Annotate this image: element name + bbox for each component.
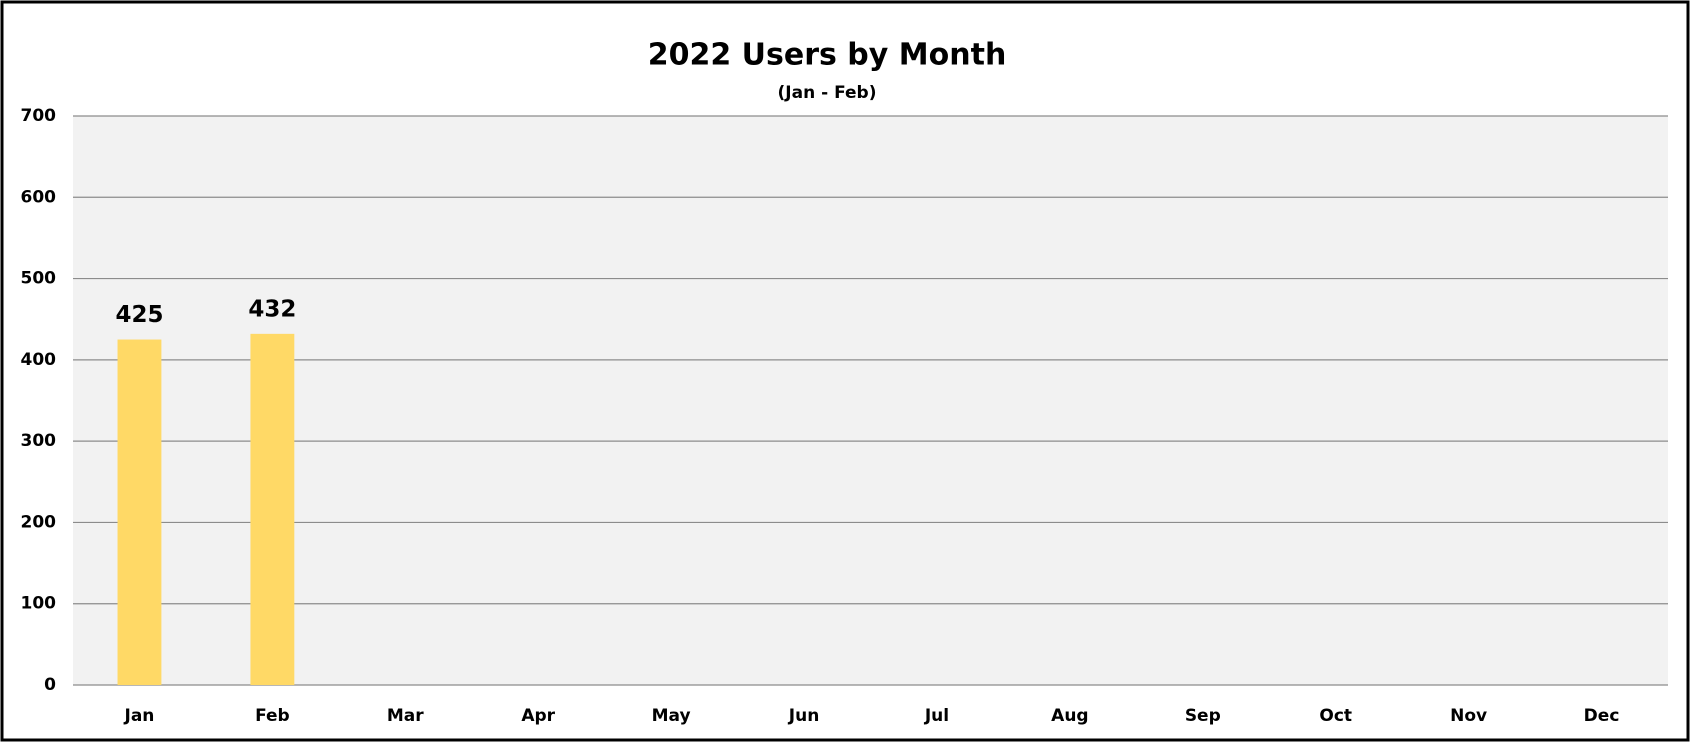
x-tick-label: Apr	[521, 706, 555, 726]
bar	[250, 333, 295, 685]
x-tick-label: May	[652, 706, 691, 726]
data-label: 432	[248, 296, 296, 322]
x-tick-label: Nov	[1450, 706, 1487, 726]
x-tick-label: Jan	[124, 706, 155, 726]
x-tick-label: Feb	[255, 706, 290, 726]
bar	[117, 339, 162, 685]
plot-area	[73, 116, 1668, 685]
x-tick-label: Dec	[1584, 706, 1620, 726]
x-tick-label: Jul	[924, 706, 949, 726]
x-tick-label: Oct	[1319, 706, 1352, 726]
chart-title: 2022 Users by Month	[648, 38, 1007, 73]
x-tick-label: Mar	[387, 706, 424, 726]
y-tick-label: 600	[21, 187, 57, 207]
y-tick-label: 400	[21, 350, 57, 370]
data-label: 425	[115, 302, 163, 328]
x-tick-label: Sep	[1185, 706, 1221, 726]
y-tick-label: 200	[21, 512, 57, 532]
y-tick-label: 500	[21, 269, 57, 289]
y-tick-label: 300	[21, 431, 57, 451]
x-tick-label: Aug	[1051, 706, 1088, 726]
chart-subtitle: (Jan - Feb)	[778, 83, 877, 103]
y-tick-label: 100	[21, 594, 57, 614]
x-tick-label: Jun	[788, 706, 820, 726]
y-tick-label: 700	[21, 106, 57, 126]
y-tick-label: 0	[44, 675, 56, 695]
